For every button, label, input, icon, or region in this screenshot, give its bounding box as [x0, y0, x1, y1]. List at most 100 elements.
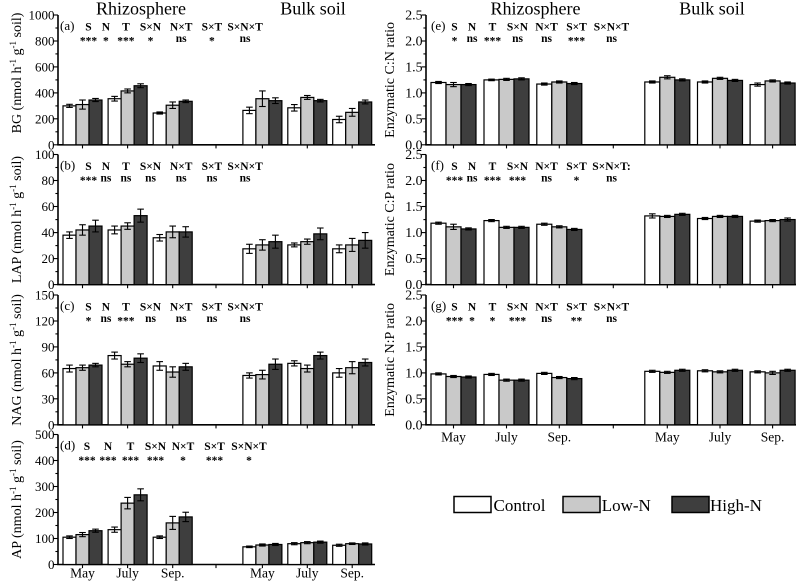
svg-text:AP (nmol h-1 g-1 soil): AP (nmol h-1 g-1 soil)	[8, 440, 25, 559]
svg-text:ns: ns	[240, 33, 251, 45]
svg-text:ns: ns	[606, 33, 617, 45]
svg-text:July: July	[116, 566, 139, 581]
svg-text:*: *	[246, 455, 252, 467]
svg-text:ns: ns	[145, 313, 156, 325]
svg-text:S×N: S×N	[507, 22, 529, 34]
svg-text:May: May	[441, 430, 466, 445]
svg-text:1.0: 1.0	[405, 225, 422, 240]
svg-text:ns: ns	[240, 313, 251, 325]
svg-text:2.5: 2.5	[405, 8, 422, 23]
svg-text:***: ***	[80, 36, 98, 48]
svg-text:*: *	[86, 316, 92, 328]
svg-text:ns: ns	[145, 173, 156, 185]
svg-text:S×N: S×N	[507, 302, 529, 314]
svg-text:ns: ns	[541, 313, 552, 325]
svg-text:150: 150	[35, 288, 55, 303]
svg-text:N: N	[468, 161, 477, 173]
svg-text:T: T	[489, 302, 497, 314]
svg-text:***: ***	[99, 455, 117, 467]
svg-text:S×N: S×N	[145, 441, 167, 453]
svg-text:ns: ns	[206, 173, 217, 185]
svg-text:1.5: 1.5	[405, 199, 422, 214]
svg-text:Enzymatic C:N ratio: Enzymatic C:N ratio	[383, 22, 398, 138]
svg-text:2.5: 2.5	[405, 288, 422, 303]
svg-text:S×T: S×T	[202, 302, 223, 314]
svg-text:1.0: 1.0	[405, 365, 422, 380]
svg-text:T: T	[489, 22, 497, 34]
svg-text:***: ***	[206, 455, 224, 467]
svg-text:ns: ns	[176, 313, 187, 325]
svg-text:0: 0	[48, 277, 55, 292]
svg-text:0: 0	[48, 137, 55, 152]
svg-text:ns: ns	[467, 33, 478, 45]
svg-text:Rhizosphere: Rhizosphere	[491, 0, 581, 19]
svg-text:600: 600	[35, 59, 55, 74]
svg-text:S×T: S×T	[566, 302, 587, 314]
svg-text:2.0: 2.0	[405, 34, 422, 49]
svg-text:500: 500	[35, 427, 55, 442]
svg-text:S×N×T: S×N×T	[227, 161, 263, 173]
svg-text:0.0: 0.0	[405, 277, 422, 292]
svg-text:200: 200	[35, 505, 55, 520]
svg-text:0: 0	[48, 557, 55, 572]
svg-text:0.0: 0.0	[405, 137, 422, 152]
svg-text:80: 80	[42, 173, 55, 188]
svg-text:S×N: S×N	[140, 161, 162, 173]
svg-text:***: ***	[446, 175, 464, 187]
svg-text:N: N	[468, 302, 477, 314]
svg-text:(e): (e)	[431, 18, 445, 33]
svg-text:400: 400	[35, 453, 55, 468]
svg-text:***: ***	[80, 175, 98, 187]
svg-text:S: S	[85, 302, 91, 314]
svg-text:(a): (a)	[60, 18, 74, 33]
svg-text:(f): (f)	[431, 158, 444, 173]
svg-text:S×N×T: S×N×T	[594, 22, 630, 34]
svg-text:*: *	[103, 36, 109, 48]
svg-text:ns: ns	[467, 173, 478, 185]
svg-text:Enzymatic C:P ratio: Enzymatic C:P ratio	[383, 163, 398, 276]
svg-text:Sep.: Sep.	[340, 566, 364, 581]
svg-text:N×T: N×T	[535, 161, 558, 173]
svg-text:S: S	[85, 22, 91, 34]
svg-text:High-N: High-N	[710, 496, 762, 515]
svg-text:40: 40	[42, 225, 55, 240]
svg-text:***: ***	[117, 36, 135, 48]
svg-text:ns: ns	[541, 173, 552, 185]
svg-text:100: 100	[35, 531, 55, 546]
svg-text:800: 800	[35, 34, 55, 49]
svg-text:2.0: 2.0	[405, 173, 422, 188]
svg-text:(d): (d)	[60, 438, 75, 453]
svg-text:Low-N: Low-N	[602, 496, 651, 515]
svg-text:N: N	[102, 161, 111, 173]
svg-text:*: *	[490, 316, 496, 328]
svg-text:**: **	[571, 316, 583, 328]
svg-text:(g): (g)	[431, 298, 446, 313]
svg-text:*: *	[469, 316, 475, 328]
svg-text:200: 200	[35, 111, 55, 126]
svg-text:(b): (b)	[60, 158, 75, 173]
svg-text:May: May	[250, 566, 275, 581]
svg-text:N: N	[102, 302, 111, 314]
svg-text:Control: Control	[494, 496, 546, 515]
svg-text:S: S	[451, 22, 457, 34]
svg-text:July: July	[709, 430, 732, 445]
svg-text:T: T	[122, 302, 130, 314]
svg-text:***: ***	[122, 455, 140, 467]
svg-text:S×N×T: S×N×T	[227, 22, 263, 34]
svg-text:ns: ns	[120, 173, 131, 185]
svg-text:S: S	[84, 441, 90, 453]
svg-text:ns: ns	[100, 173, 111, 185]
svg-text:ns: ns	[541, 33, 552, 45]
svg-text:0.5: 0.5	[405, 251, 422, 266]
svg-text:LAP (nmol h-1 g-1 soil): LAP (nmol h-1 g-1 soil)	[8, 156, 25, 284]
svg-text:S: S	[451, 302, 457, 314]
svg-text:ns: ns	[100, 313, 111, 325]
svg-text:120: 120	[35, 314, 55, 329]
svg-text:***: ***	[568, 36, 586, 48]
svg-text:T: T	[122, 161, 130, 173]
svg-text:S×N×T: S×N×T	[594, 302, 630, 314]
svg-text:90: 90	[42, 339, 55, 354]
svg-text:ns: ns	[240, 173, 251, 185]
svg-text:Sep.: Sep.	[161, 566, 185, 581]
svg-text:60: 60	[42, 365, 55, 380]
